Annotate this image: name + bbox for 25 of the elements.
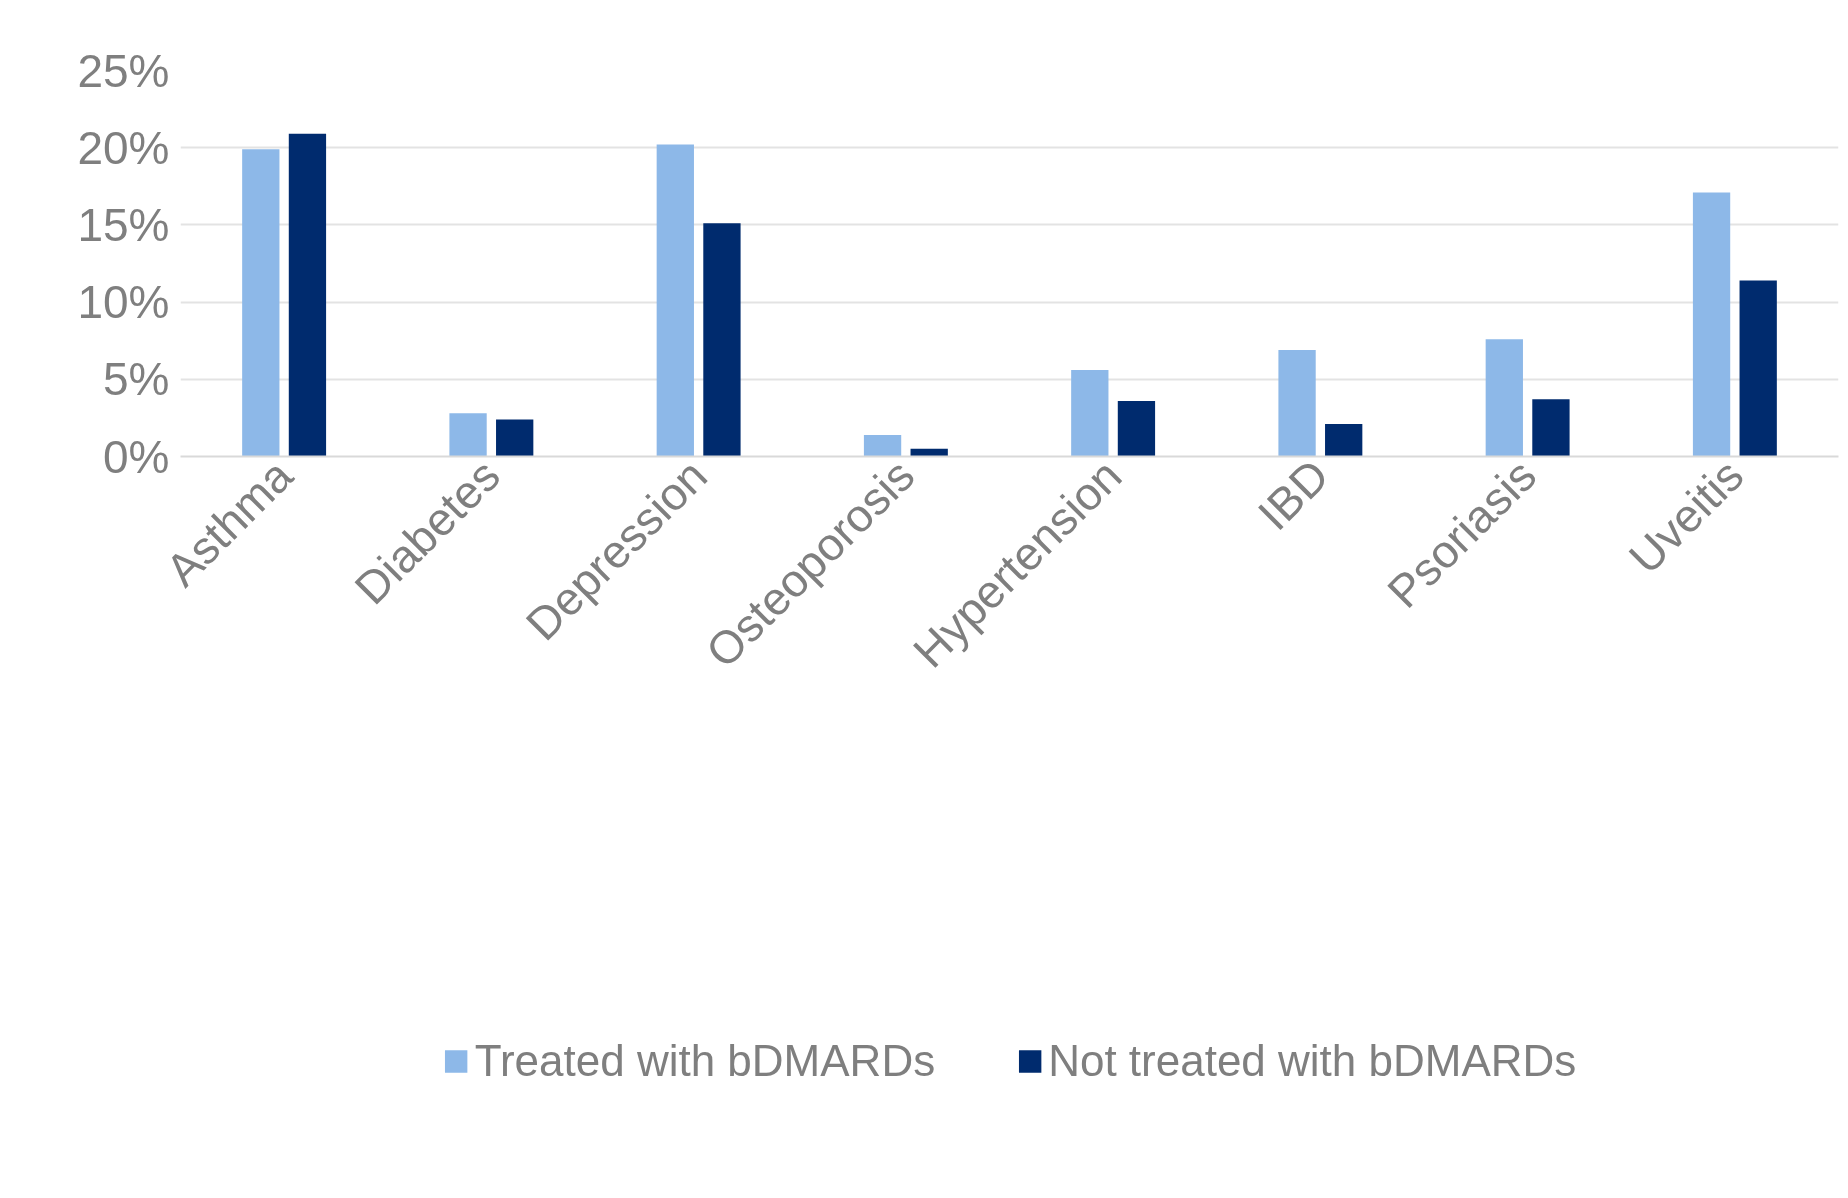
bar [1117, 400, 1156, 457]
bar [1692, 192, 1731, 457]
bar [496, 419, 534, 457]
y-tick-label: 20% [77, 121, 170, 174]
bar [656, 144, 694, 457]
bar [1739, 280, 1777, 457]
y-tick-label: 25% [77, 44, 170, 97]
bar [1485, 339, 1523, 457]
bar [242, 149, 280, 457]
bar [1325, 424, 1363, 457]
bar [1532, 399, 1570, 457]
y-tick-label: 5% [103, 353, 170, 406]
x-tick-label: IBD [1247, 449, 1339, 541]
y-tick-label: 15% [77, 198, 170, 251]
bar [1071, 370, 1109, 457]
legend-label: Not treated with bDMARDs [1048, 1035, 1577, 1086]
legend-label: Treated with bDMARDs [474, 1035, 936, 1086]
bar [703, 223, 741, 457]
bar [863, 434, 902, 457]
bar [288, 133, 327, 457]
bar [910, 448, 948, 457]
bar [449, 413, 487, 457]
y-tick-label: 0% [103, 430, 170, 483]
y-tick-label: 10% [77, 276, 170, 329]
bar [1278, 349, 1316, 457]
